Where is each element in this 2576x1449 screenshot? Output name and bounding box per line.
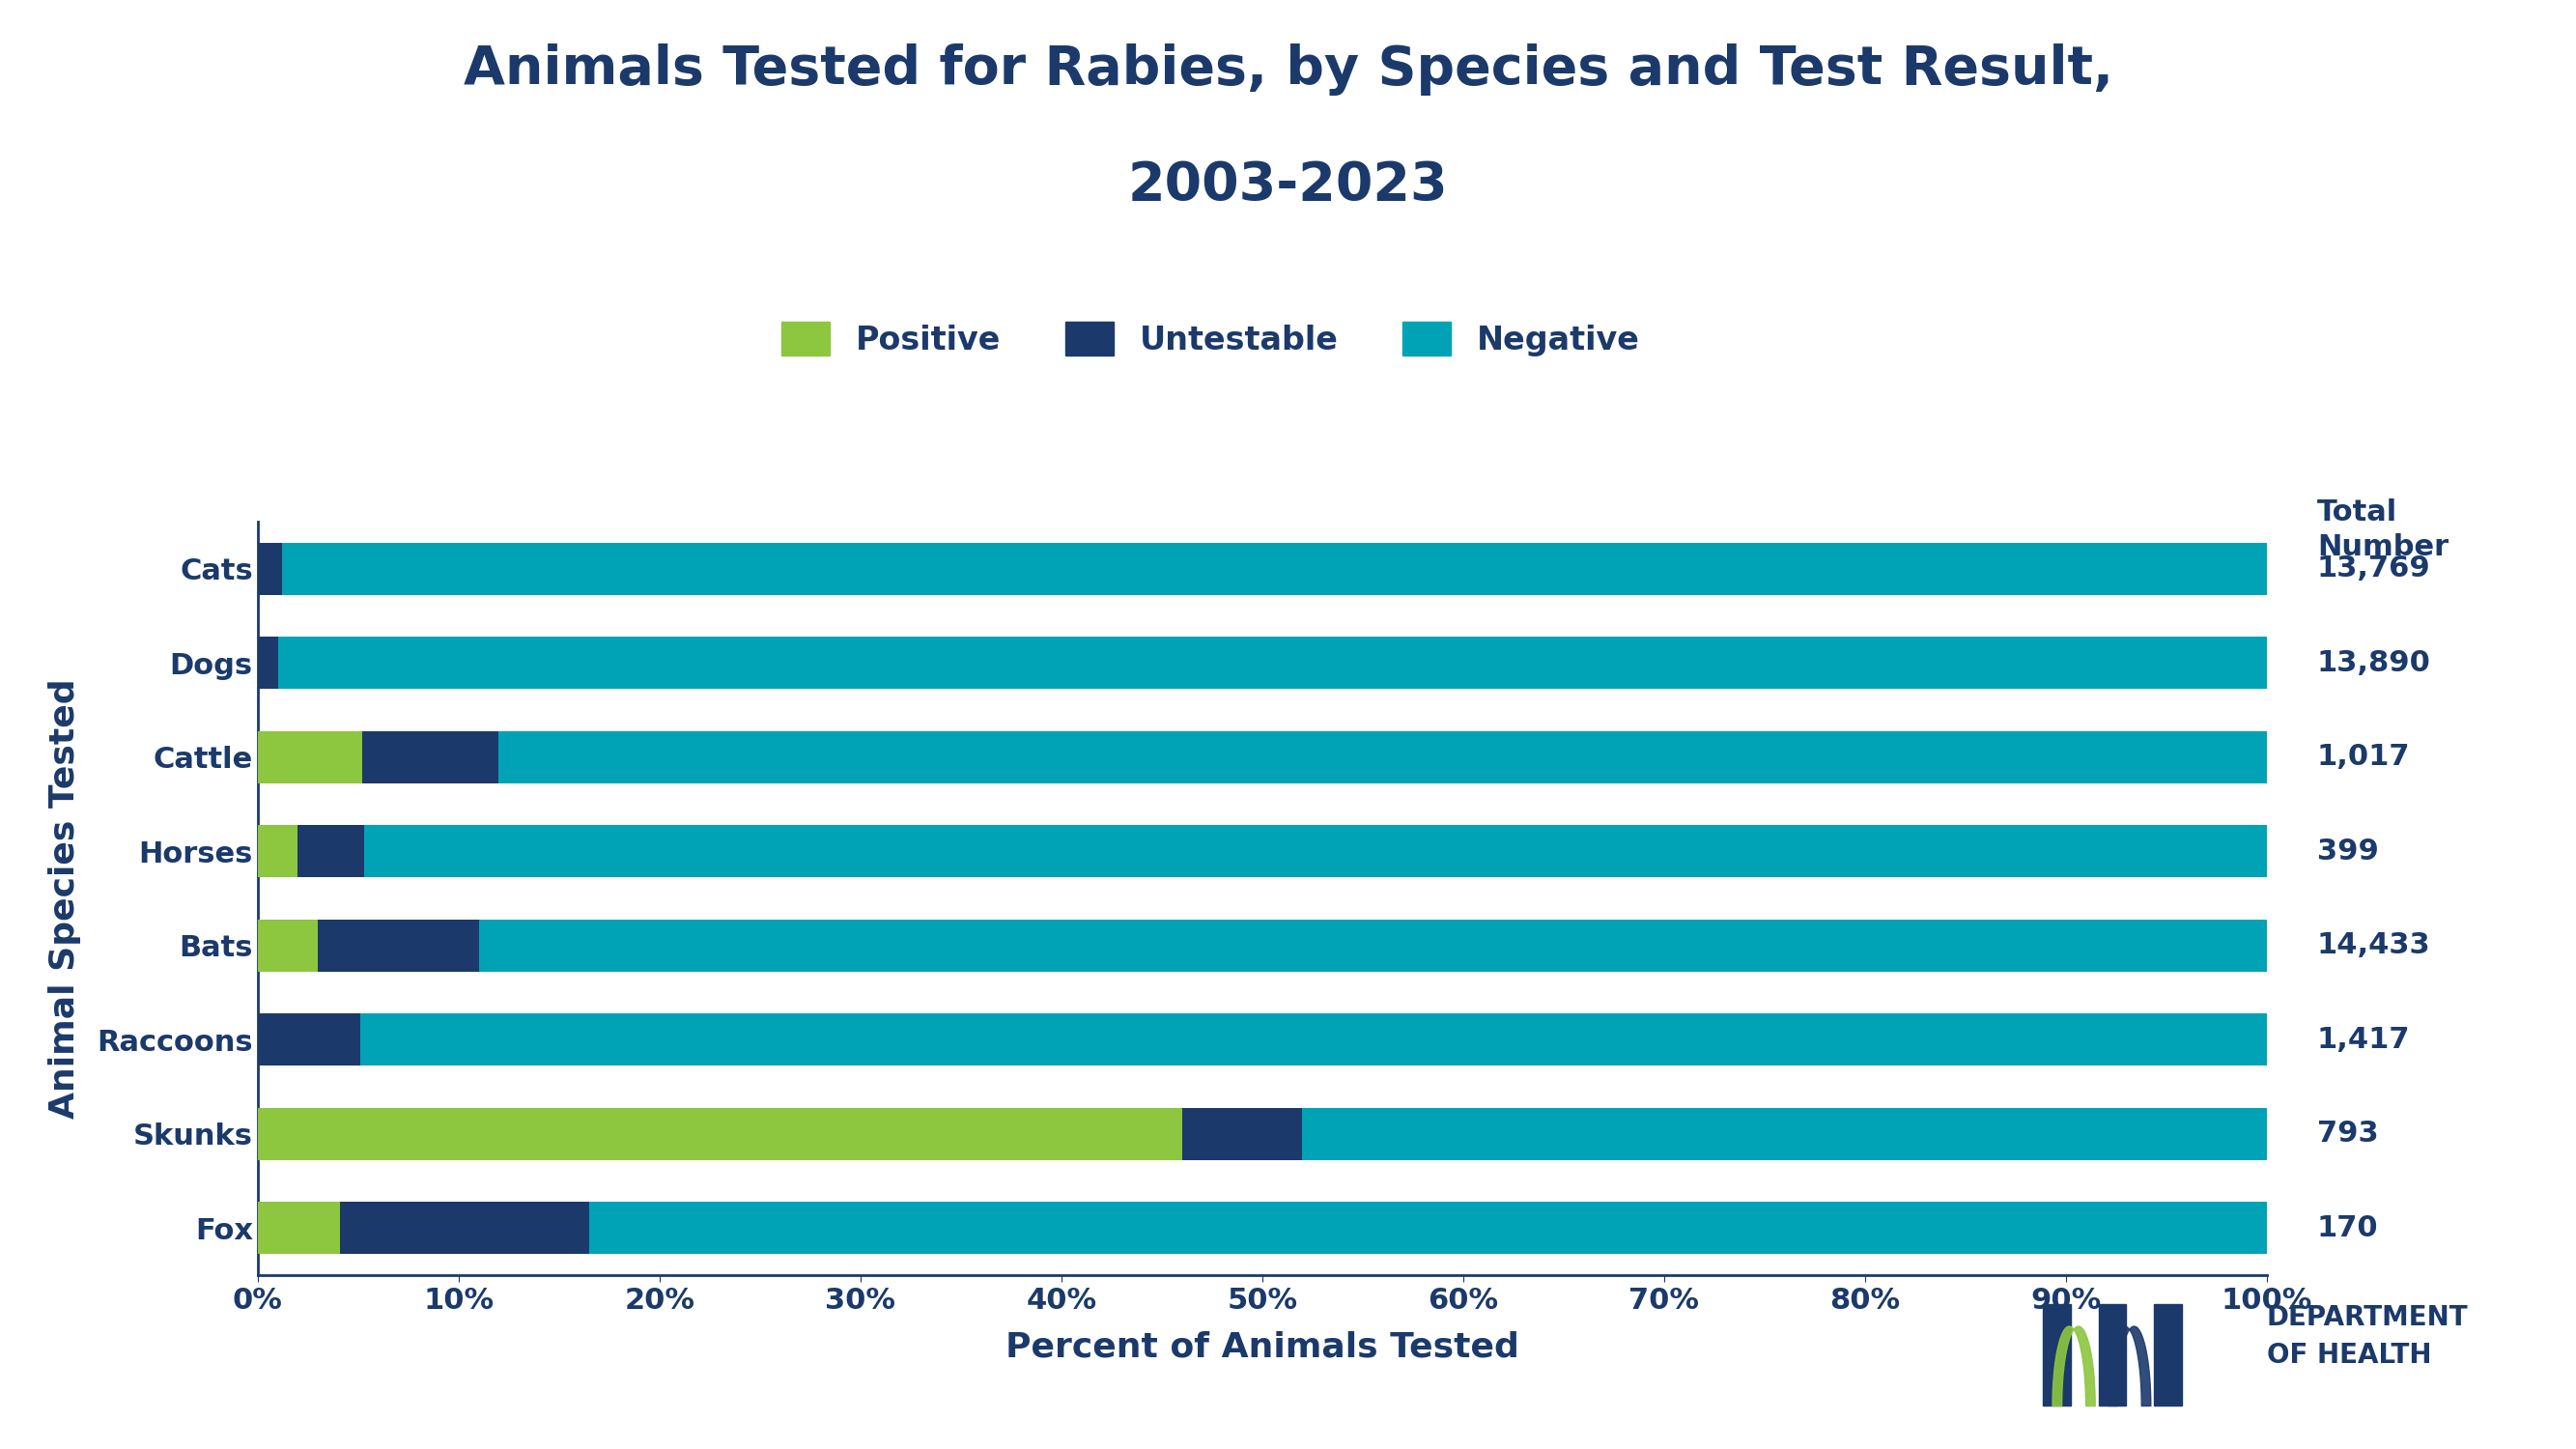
Text: 170: 170 [2318, 1214, 2378, 1242]
Text: 1,017: 1,017 [2318, 743, 2411, 771]
Bar [258, 638, 278, 688]
Bar [361, 1014, 2267, 1065]
Bar [281, 543, 2267, 594]
Bar [258, 1014, 361, 1065]
Bar [258, 826, 299, 877]
Bar [258, 543, 281, 594]
X-axis label: Percent of Animals Tested: Percent of Animals Tested [1005, 1330, 1520, 1364]
Y-axis label: Animal Species Tested: Animal Species Tested [49, 678, 80, 1119]
Bar [363, 732, 500, 782]
Text: 2003-2023: 2003-2023 [1128, 159, 1448, 212]
Bar [340, 1203, 590, 1253]
Text: 14,433: 14,433 [2318, 932, 2432, 959]
Bar [500, 732, 2267, 782]
Text: 13,769: 13,769 [2318, 555, 2432, 582]
Bar [317, 920, 479, 971]
Bar [258, 920, 317, 971]
Bar [363, 826, 2267, 877]
Bar [1182, 1108, 1303, 1159]
Text: 793: 793 [2318, 1120, 2378, 1148]
Text: 399: 399 [2318, 838, 2378, 865]
Text: 13,890: 13,890 [2318, 649, 2432, 677]
Bar [479, 920, 2267, 971]
Text: Animals Tested for Rabies, by Species and Test Result,: Animals Tested for Rabies, by Species an… [464, 43, 2112, 96]
Text: 1,417: 1,417 [2318, 1026, 2411, 1053]
Text: Total
Number: Total Number [2318, 498, 2450, 561]
Bar [278, 638, 2267, 688]
Bar [258, 732, 363, 782]
Bar [258, 1203, 340, 1253]
Legend: Positive, Untestable, Negative: Positive, Untestable, Negative [765, 306, 1656, 372]
Text: DEPARTMENT
OF HEALTH: DEPARTMENT OF HEALTH [2267, 1304, 2468, 1369]
Bar [1303, 1108, 2267, 1159]
Bar [299, 826, 363, 877]
Bar [258, 1108, 1182, 1159]
Bar [590, 1203, 2267, 1253]
